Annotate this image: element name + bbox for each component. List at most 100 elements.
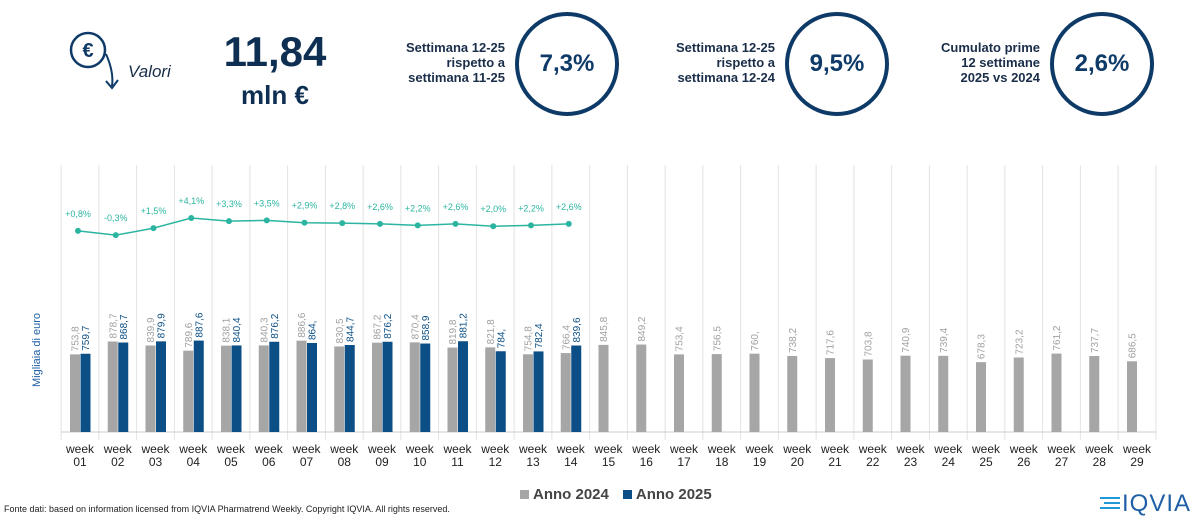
card-text: settimana 11-25: [408, 70, 505, 85]
growth-label: +2,6%: [367, 202, 393, 212]
x-tick-label: week 01: [65, 442, 94, 469]
bar: [307, 343, 317, 432]
data-label: 784,: [496, 329, 507, 348]
card-text: 12 settimane: [961, 55, 1040, 70]
data-label: 819,8: [448, 319, 459, 344]
growth-label: +3,5%: [254, 198, 280, 208]
data-label: 759,7: [81, 325, 92, 350]
data-label: 886,6: [297, 312, 308, 337]
bar: [495, 351, 506, 432]
growth-label: +4,1%: [178, 196, 204, 206]
x-tick-label: week 29: [1122, 442, 1151, 469]
data-label: 760,: [750, 331, 761, 350]
bar: [571, 345, 582, 432]
growth-point: [565, 220, 572, 227]
data-label: 756,5: [712, 326, 723, 351]
growth-point: [150, 225, 157, 232]
data-label: 881,2: [459, 313, 470, 338]
card-value: 9,5%: [785, 12, 889, 116]
legend: Anno 2024 Anno 2025: [520, 486, 712, 503]
bar: [145, 345, 156, 432]
bar: [447, 347, 458, 432]
data-label: 678,3: [977, 334, 988, 359]
data-label: 830,5: [335, 318, 346, 343]
data-label: 738,2: [788, 328, 799, 353]
x-tick-label: week 24: [934, 442, 963, 469]
bar: [296, 340, 307, 432]
bar: [269, 341, 280, 432]
growth-label: +1,5%: [141, 206, 167, 216]
x-tick-label: week 20: [783, 442, 812, 469]
legend-item: Anno 2025: [622, 486, 712, 503]
card-value: 2,6%: [1050, 12, 1154, 116]
data-label: 753,8: [71, 326, 82, 351]
data-label: 870,4: [410, 314, 421, 339]
growth-point: [188, 215, 195, 222]
data-label: 723,2: [1014, 329, 1025, 354]
data-label: 754,8: [524, 326, 535, 351]
data-label: 876,2: [383, 313, 394, 338]
bar: [372, 342, 382, 432]
bar: [70, 354, 80, 432]
x-tick-label: week 12: [481, 442, 510, 469]
svg-text:€: €: [82, 40, 93, 62]
growth-label: +2,9%: [292, 201, 318, 211]
x-tick-label: week 28: [1085, 442, 1114, 469]
growth-label: +2,2%: [405, 203, 431, 213]
card-text: settimana 12-24: [677, 70, 775, 85]
bar: [787, 355, 798, 432]
bar: [334, 346, 345, 432]
data-label: 858,9: [421, 315, 432, 340]
growth-label: -0,3%: [104, 213, 128, 223]
x-tick-label: week 18: [707, 442, 736, 469]
source: Fonte dati: based on information license…: [4, 504, 450, 514]
bar: [458, 341, 468, 432]
data-label: 789,6: [184, 322, 195, 347]
data-label: 879,9: [157, 313, 168, 338]
bar: [1089, 356, 1100, 432]
data-label: 740,9: [901, 327, 912, 352]
bar: [409, 342, 420, 432]
x-tick-label: week 21: [820, 442, 849, 469]
data-label: 782,4: [534, 323, 545, 348]
data-label: 887,6: [194, 312, 205, 337]
growth-point: [263, 217, 270, 224]
bar: [1013, 357, 1024, 432]
bar: [231, 345, 242, 432]
bar: [976, 362, 986, 432]
x-tick-label: week 11: [443, 442, 472, 469]
x-tick-label: week 06: [254, 442, 283, 469]
data-label: 845,8: [599, 316, 610, 341]
bar: [560, 353, 571, 432]
data-label: 876,2: [270, 313, 281, 338]
bar: [900, 355, 911, 432]
x-tick-label: week 16: [632, 442, 661, 469]
growth-point: [414, 222, 421, 229]
data-label: 839,6: [572, 317, 583, 342]
legend-swatch: [622, 490, 632, 499]
data-label: 840,4: [232, 317, 243, 342]
growth-point: [226, 218, 232, 225]
euro-icon: €: [69, 31, 119, 90]
growth-point: [490, 223, 497, 230]
bar: [344, 344, 355, 432]
data-label: 839,9: [146, 317, 157, 342]
growth-label: +3,3%: [216, 199, 242, 209]
x-tick-label: week 02: [103, 442, 132, 469]
bar: [382, 341, 393, 432]
x-tick-label: week 22: [858, 442, 887, 469]
legend-swatch: [520, 490, 529, 499]
x-tick-label: week 23: [896, 442, 925, 469]
logo-text: IQVIA: [1122, 490, 1192, 517]
bar: [420, 343, 431, 432]
card-text: Cumulato prime: [941, 40, 1040, 55]
card: Cumulato prime 12 settimane 2025 vs 2024: [910, 40, 1040, 85]
data-label: 737,7: [1090, 328, 1101, 353]
x-tick-label: week 15: [594, 442, 623, 469]
data-label: 849,2: [637, 316, 648, 341]
data-label: 868,7: [119, 314, 130, 339]
data-label: 864,: [308, 321, 319, 340]
card-text: 2025 vs 2024: [960, 70, 1040, 85]
